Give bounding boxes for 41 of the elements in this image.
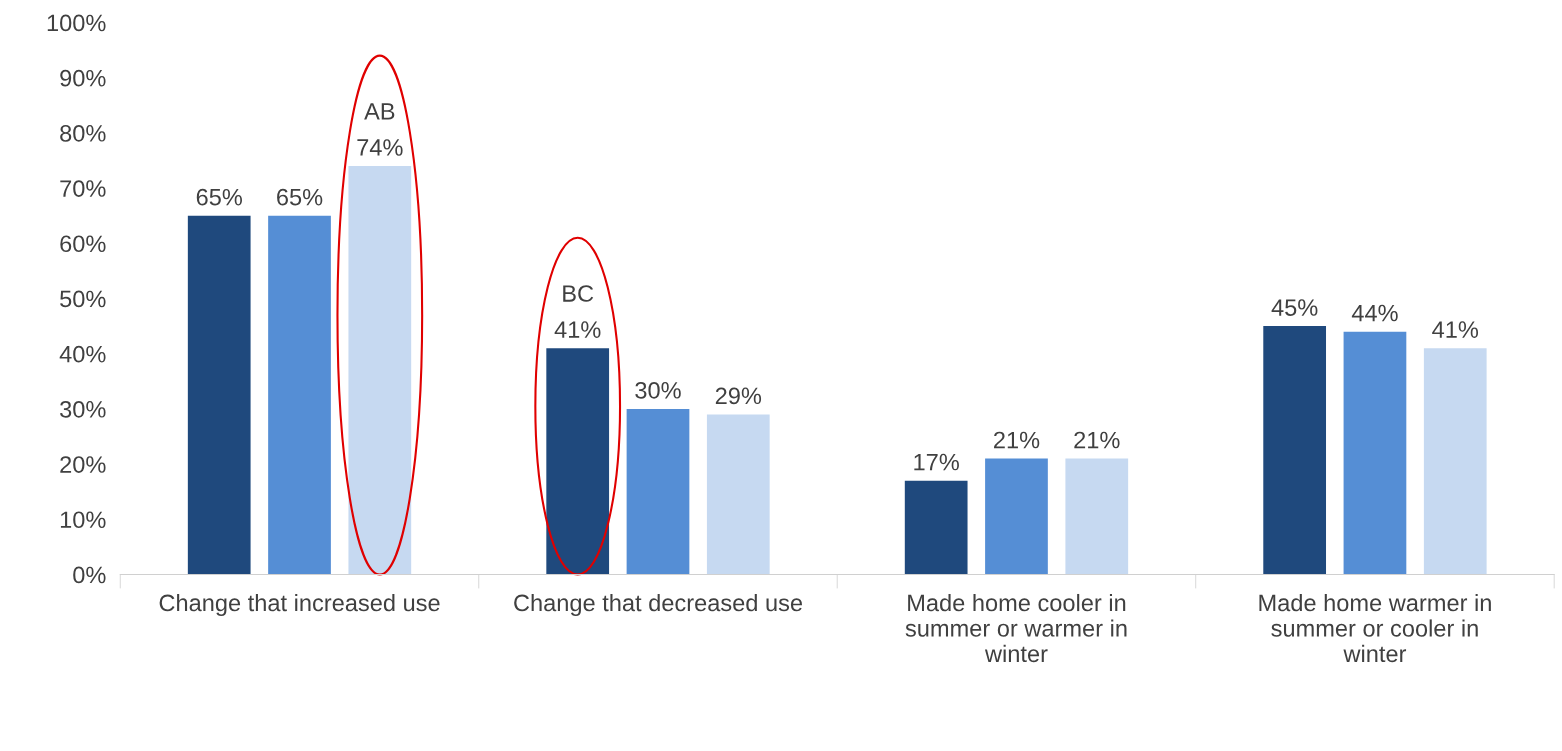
y-tick-label: 80% xyxy=(60,125,106,142)
data-label: 21% xyxy=(1074,431,1120,449)
y-tick-label: 10% xyxy=(60,511,106,529)
annotation: AB xyxy=(364,103,395,120)
y-tick-label: 30% xyxy=(60,400,106,418)
y-tick-label: 70% xyxy=(60,180,106,197)
bar xyxy=(1423,348,1487,575)
x-tick-label: Made home cooler in summer or warmer in winter xyxy=(905,593,1127,663)
bar xyxy=(626,408,690,575)
x-tick-label: Change that increased use xyxy=(159,593,440,616)
data-label: 17% xyxy=(914,453,959,471)
data-label: 41% xyxy=(554,321,601,338)
y-tick-label: 0% xyxy=(73,566,106,584)
bar xyxy=(546,348,610,575)
data-label: 65% xyxy=(277,188,323,206)
bar xyxy=(1263,326,1327,575)
y-tick-label: 20% xyxy=(60,456,106,473)
data-label: 44% xyxy=(1351,304,1398,322)
bar xyxy=(187,215,251,575)
bar xyxy=(904,480,968,575)
bar xyxy=(706,414,770,575)
bar xyxy=(268,215,331,575)
x-tick-label: Made home warmer in summer or cooler in winter xyxy=(1259,593,1491,663)
bar xyxy=(1065,458,1129,575)
data-label: 65% xyxy=(196,188,242,206)
y-tick-label: 40% xyxy=(59,345,106,363)
data-label: 45% xyxy=(1271,299,1318,316)
data-label: 74% xyxy=(357,139,403,156)
y-tick-label: 100% xyxy=(47,14,106,32)
data-label: 21% xyxy=(994,431,1040,449)
bar xyxy=(985,458,1048,575)
data-label: 41% xyxy=(1432,321,1479,338)
data-label: 30% xyxy=(635,381,681,399)
data-label: 29% xyxy=(715,387,762,405)
bar xyxy=(348,166,412,575)
y-tick-label: 90% xyxy=(60,69,106,87)
x-tick-label: Change that decreased use xyxy=(514,593,803,616)
annotation: BC xyxy=(563,285,594,302)
y-tick-label: 50% xyxy=(60,290,106,308)
y-tick-label: 60% xyxy=(60,235,106,253)
bar xyxy=(1343,331,1407,575)
